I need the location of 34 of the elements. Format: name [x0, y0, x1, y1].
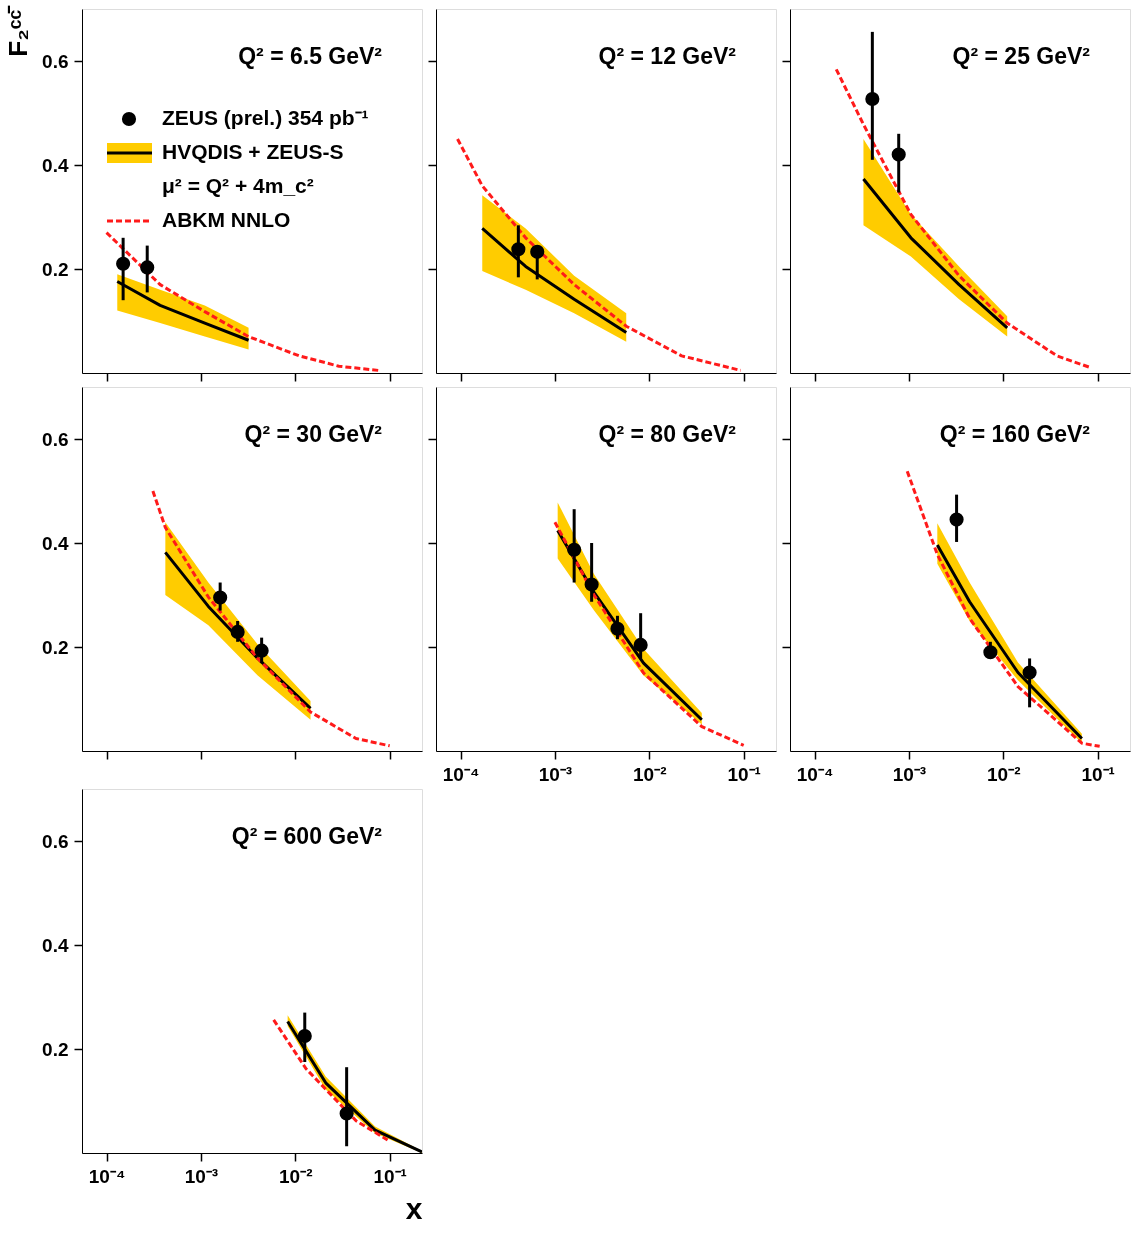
- x-tick-label: 10⁻²: [633, 763, 667, 785]
- y-tick-label: 0.2: [42, 1038, 69, 1060]
- y-tick-label: 0.4: [42, 154, 69, 176]
- text: Q² = 30 GeV²: [244, 421, 383, 447]
- y-tick-label: 0.2: [42, 636, 69, 658]
- x-tick-label: 10⁻³: [184, 1165, 219, 1187]
- x-tick-label: 10⁻²: [987, 763, 1021, 785]
- x-tick-label: 10⁻⁴: [442, 763, 480, 785]
- x-tick-label: 10⁻⁴: [796, 763, 834, 785]
- x-tick-label: 10⁻¹: [1081, 763, 1115, 785]
- text: Q² = 80 GeV²: [598, 421, 737, 447]
- y-tick-label: 0.6: [42, 428, 69, 450]
- legend-label: HVQDIS + ZEUS-S: [162, 140, 344, 163]
- annotation: μ² = Q² + 4m_c²: [162, 174, 314, 197]
- text: Q² = 25 GeV²: [952, 43, 1091, 69]
- text: Q² = 6.5 GeV²: [238, 43, 383, 69]
- x-tick-label: 10⁻²: [279, 1165, 313, 1187]
- x-tick-label: 10⁻⁴: [88, 1165, 126, 1187]
- text: Q² = 160 GeV²: [939, 421, 1091, 447]
- text: Q² = 12 GeV²: [598, 43, 737, 69]
- y-tick-label: 0.6: [42, 50, 69, 72]
- y-axis-title: F₂ᶜᶜ̄: [3, 5, 34, 57]
- x-tick-label: 10⁻³: [538, 763, 573, 785]
- y-tick-label: 0.4: [42, 532, 69, 554]
- legend-label: ZEUS (prel.) 354 pb⁻¹: [162, 106, 369, 129]
- text: Q² = 600 GeV²: [231, 823, 383, 849]
- y-tick-label: 0.4: [42, 934, 69, 956]
- y-tick-label: 0.6: [42, 830, 69, 852]
- x-tick-label: 10⁻³: [892, 763, 927, 785]
- x-axis-title: x: [405, 1191, 423, 1225]
- x-tick-label: 10⁻¹: [373, 1165, 407, 1187]
- y-tick-label: 0.2: [42, 258, 69, 280]
- x-tick-label: 10⁻¹: [727, 763, 761, 785]
- legend-label: ABKM NNLO: [162, 208, 291, 231]
